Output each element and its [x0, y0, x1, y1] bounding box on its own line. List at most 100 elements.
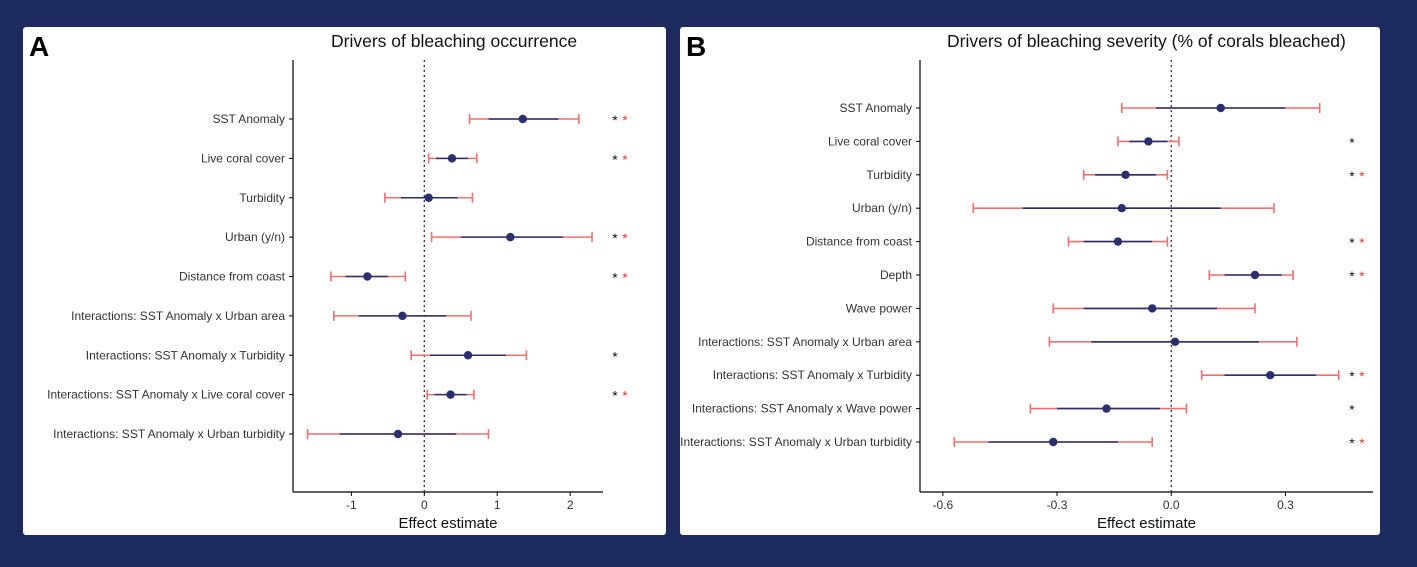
significance-marker: * [612, 388, 618, 404]
significance-marker-red: * [622, 270, 628, 286]
row-label: Turbidity [866, 168, 912, 182]
row-label: SST Anomaly [840, 101, 912, 115]
estimate-point [1144, 137, 1153, 146]
row-label: Interactions: SST Anomaly x Turbidity [86, 348, 285, 362]
forest-row: Interactions: SST Anomaly x Turbidity * * [713, 368, 1365, 384]
significance-marker: * [1349, 402, 1355, 418]
x-tick-label: 2 [567, 498, 574, 512]
significance-marker-red: * [1359, 168, 1365, 184]
estimate-point [398, 311, 407, 321]
estimate-point [363, 272, 372, 281]
forest-row: Turbidity * * [866, 168, 1365, 184]
forest-row: Interactions: SST Anomaly x Urban turbid… [53, 427, 490, 441]
significance-marker: * [1349, 134, 1355, 150]
forest-row: Wave power [846, 301, 1256, 315]
estimate-point [1049, 437, 1058, 447]
panel-a: A Drivers of bleaching occurrence -1 0 1 2 E… [23, 27, 666, 535]
row-label: Interactions: SST Anomaly x Turbidity [713, 368, 912, 382]
significance-marker-red: * [1359, 435, 1365, 451]
forest-row: Urban (y/n) [852, 201, 1275, 215]
estimate-point [1113, 237, 1123, 246]
row-label: Turbidity [239, 191, 285, 205]
estimate-point [518, 114, 527, 124]
panel-b: B Drivers of bleaching severity (% of co… [680, 27, 1380, 535]
significance-marker-red: * [622, 151, 628, 167]
row-label: Interactions: SST Anomaly x Urban turbid… [680, 435, 912, 449]
significance-marker-red: * [1359, 235, 1365, 251]
x-tick-label: -0.3 [1047, 498, 1068, 512]
x-tick-label: 0.0 [1163, 498, 1180, 512]
forest-row: Urban (y/n) * * [225, 230, 628, 246]
row-label: Urban (y/n) [225, 230, 285, 244]
estimate-point [1266, 371, 1275, 380]
row-label: Depth [880, 268, 912, 282]
significance-marker: * [1349, 168, 1355, 184]
estimate-point [424, 193, 433, 202]
row-label: Interactions: SST Anomaly x Urban area [71, 309, 285, 323]
significance-marker: * [612, 348, 618, 364]
row-label: Live coral cover [828, 134, 912, 148]
significance-marker: * [1349, 368, 1355, 384]
estimate-point [1121, 170, 1130, 179]
forest-row: Distance from coast * * [806, 235, 1365, 251]
row-label: Interactions: SST Anomaly x Live coral c… [47, 388, 285, 402]
estimate-point [463, 351, 473, 360]
forest-plot-b: -0.6 -0.3 0.0 0.3 Effect estimate SST Anomaly… [680, 60, 1373, 532]
estimate-point [1250, 270, 1260, 280]
panel-label: B [686, 31, 707, 62]
significance-marker-red: * [622, 388, 628, 404]
x-tick-label: 0.3 [1277, 498, 1294, 512]
estimate-point [393, 429, 403, 439]
estimate-point [1117, 204, 1126, 213]
significance-marker: * [1349, 235, 1355, 251]
significance-marker: * [612, 230, 618, 246]
x-axis-title: Effect estimate [1097, 515, 1196, 532]
forest-row: SST Anomaly [840, 101, 1321, 115]
forest-row: Interactions: SST Anomaly x Live coral c… [47, 388, 628, 404]
forest-row: Interactions: SST Anomaly x Urban area [71, 309, 472, 323]
x-tick-label: 0 [421, 498, 428, 512]
estimate-point [506, 232, 515, 242]
estimate-point [1102, 404, 1111, 413]
forest-row: Live coral cover * * [201, 151, 628, 167]
forest-row: Interactions: SST Anomaly x Urban area [698, 335, 1298, 349]
row-label: Interactions: SST Anomaly x Urban turbid… [53, 427, 285, 441]
forest-row: Live coral cover * [828, 134, 1355, 150]
significance-marker: * [1349, 268, 1355, 284]
row-label: Live coral cover [201, 151, 285, 165]
forest-row: Interactions: SST Anomaly x Urban turbid… [680, 435, 1365, 451]
estimate-point [447, 154, 457, 163]
significance-marker-red: * [622, 112, 628, 128]
x-tick-label: 1 [494, 498, 501, 512]
forest-row: Distance from coast * * [179, 270, 628, 286]
estimate-point [1148, 304, 1157, 313]
significance-marker-red: * [1359, 268, 1365, 284]
chart-title: Drivers of bleaching severity (% of cora… [947, 31, 1346, 51]
significance-marker: * [612, 112, 618, 128]
row-label: Distance from coast [806, 235, 913, 249]
panel-label: A [29, 31, 50, 62]
estimate-point [1170, 337, 1180, 346]
forest-row: Interactions: SST Anomaly x Wave power * [692, 402, 1355, 418]
forest-row: Interactions: SST Anomaly x Turbidity * [86, 348, 618, 364]
row-label: Urban (y/n) [852, 201, 912, 215]
chart-title: Drivers of bleaching occurrence [331, 31, 578, 51]
significance-marker: * [1349, 435, 1355, 451]
x-tick-label: -0.6 [932, 498, 953, 512]
row-label: Wave power [846, 301, 912, 315]
row-label: Interactions: SST Anomaly x Urban area [698, 335, 912, 349]
estimate-point [446, 390, 455, 399]
row-label: Interactions: SST Anomaly x Wave power [692, 402, 912, 416]
significance-marker: * [612, 151, 618, 167]
forest-row: Depth * * [880, 268, 1365, 284]
estimate-point [1216, 103, 1225, 113]
significance-marker-red: * [622, 230, 628, 246]
row-label: Distance from coast [179, 270, 286, 284]
significance-marker: * [612, 270, 618, 286]
forest-row: Turbidity [239, 191, 474, 205]
row-label: SST Anomaly [213, 112, 285, 126]
significance-marker-red: * [1359, 368, 1365, 384]
x-axis-title: Effect estimate [399, 515, 498, 532]
forest-row: SST Anomaly * * [213, 112, 629, 128]
